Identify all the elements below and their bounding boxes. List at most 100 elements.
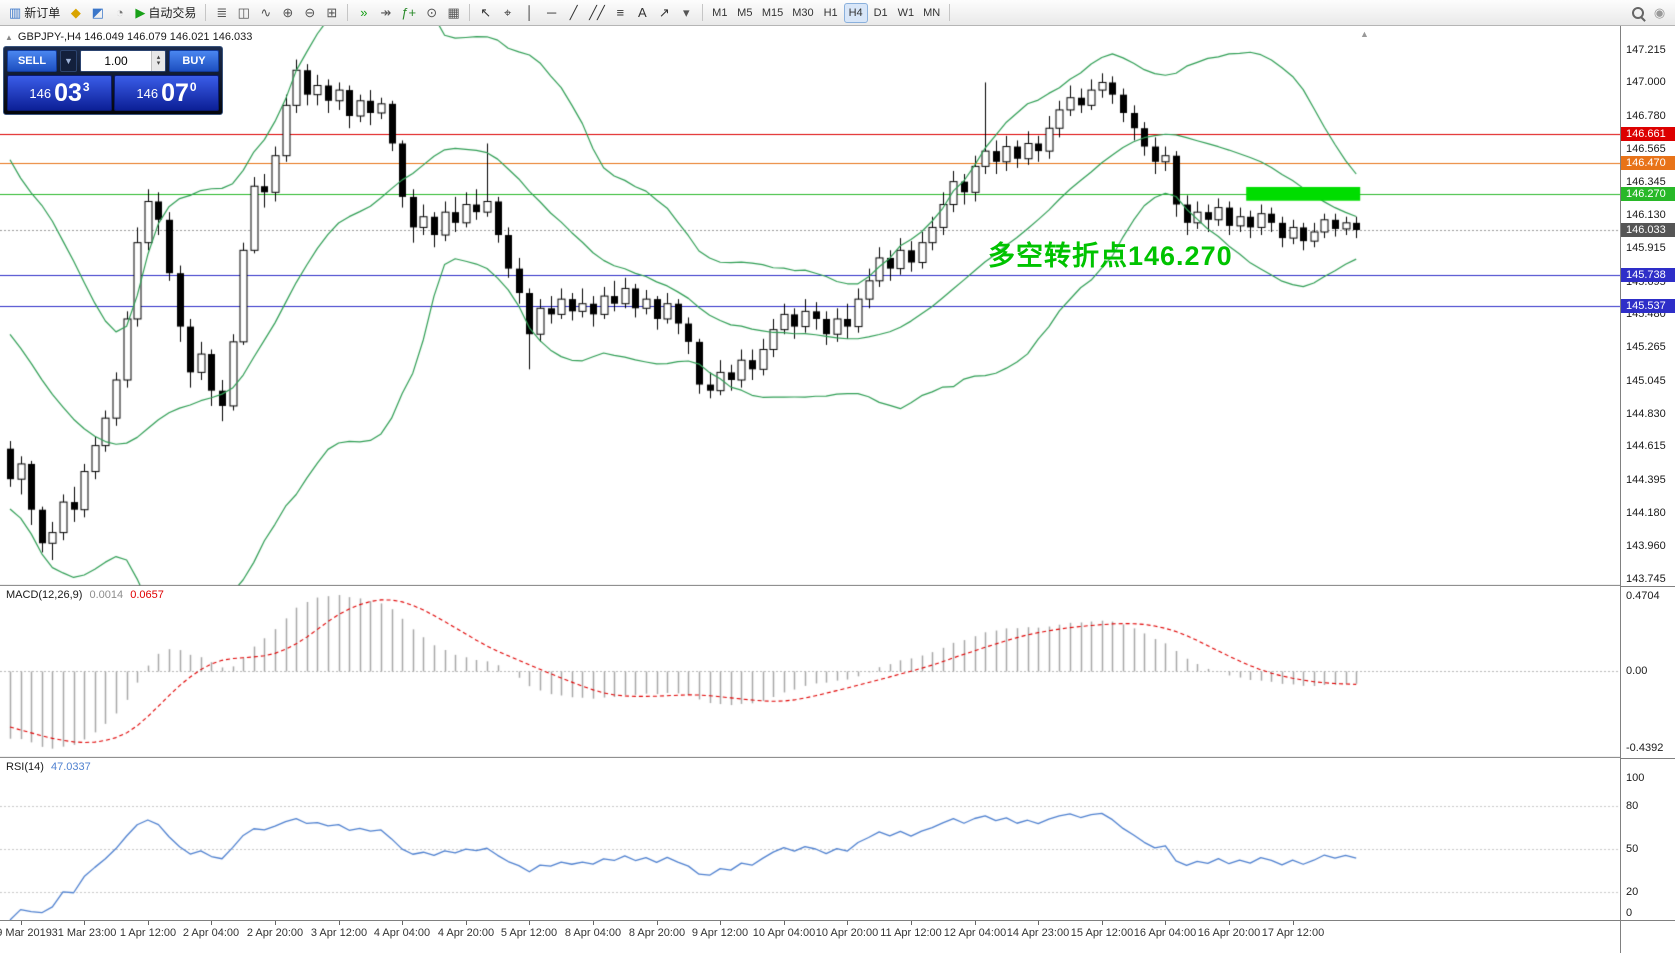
toolbar-separator	[701, 4, 703, 21]
main-chart-canvas[interactable]	[0, 26, 1620, 586]
time-label: 8 Apr 20:00	[628, 927, 686, 939]
time-tick	[784, 921, 785, 925]
horizontal-line-icon[interactable]: ─	[541, 3, 562, 23]
time-tick	[21, 921, 22, 925]
time-tick	[1165, 921, 1166, 925]
shapes-dropdown[interactable]: ▾	[676, 3, 697, 23]
time-label: 10 Apr 20:00	[815, 927, 879, 939]
arrows-tool-icon-glyph: ↗	[658, 5, 670, 20]
macd-canvas[interactable]	[0, 586, 1620, 758]
price-tick: 146.565	[1626, 142, 1666, 155]
price-tick: 146.345	[1626, 176, 1666, 189]
price-tick: 144.615	[1626, 440, 1666, 453]
macd-value-main: 0.0014	[89, 589, 124, 601]
community-icon[interactable]: ◉	[1649, 3, 1670, 23]
toolbar-separator	[949, 4, 951, 21]
trendline-icon[interactable]: ╱	[563, 3, 584, 23]
shapes-dropdown-glyph: ▾	[683, 5, 690, 20]
volume-dropdown[interactable]: ▼	[60, 50, 77, 72]
text-label-icon[interactable]: A	[632, 3, 653, 23]
zoom-out-icon[interactable]: ⊖	[299, 3, 320, 23]
time-label: 2 Apr 20:00	[246, 927, 304, 939]
tf-d1-button[interactable]: D1	[873, 6, 888, 19]
sell-price[interactable]: 146 03 3	[7, 75, 112, 111]
bar-chart-icon[interactable]: ≣	[211, 3, 232, 23]
spinner-down-icon[interactable]: ▾	[156, 60, 161, 67]
macd-panel: MACD(12,26,9) 0.0014 0.0657	[0, 586, 1620, 758]
price-tick: 145.265	[1626, 341, 1666, 354]
macd-tick-zero: 0.00	[1626, 664, 1648, 677]
tf-m5-button[interactable]: M5	[737, 6, 753, 19]
tile-windows-icon-glyph: ⊞	[326, 5, 338, 20]
line-chart-icon[interactable]: ∿	[255, 3, 276, 23]
macd-value-signal: 0.0657	[130, 589, 164, 601]
toolbar: ▥ 新订单 ◆ ◩ ◔ ▶ 自动交易 ≣ ◫ ∿ ⊕ ⊖ ⊞» ↠ ƒ+ ⊙ ▦ ↖ ⌖ │ ─ ╱ ╱╱ ≡ A ↗ ▾ M1 M5 M…	[0, 0, 1675, 26]
rsi-value: 47.0337	[50, 761, 91, 773]
price-line-tag: 146.661	[1621, 127, 1675, 142]
volume-input[interactable]	[81, 51, 151, 71]
autotrading-button[interactable]: ▶ 自动交易	[131, 3, 200, 23]
tf-h1-button[interactable]: H1	[823, 6, 838, 19]
new-order-button-label: 新订单	[24, 6, 61, 20]
zoom-in-icon[interactable]: ⊕	[277, 3, 298, 23]
price-tick: 143.960	[1626, 540, 1666, 553]
rsi-canvas[interactable]	[0, 758, 1620, 920]
periods-icon-glyph: ⊙	[426, 5, 438, 20]
tf-m1-button[interactable]: M1	[712, 6, 728, 19]
templates-icon[interactable]: ▦	[443, 3, 464, 23]
profiles-icon[interactable]: ◩	[87, 3, 108, 23]
chart-shift-icon[interactable]: ↠	[375, 3, 396, 23]
crosshair-icon[interactable]: ⌖	[497, 3, 518, 23]
price-scale[interactable]: 147.215 147.000 146.780 146.565 146.345 146.1…	[1620, 26, 1675, 953]
chart-workspace: ▲ GBPJPY-,H4 146.049 146.079 146.021 146…	[0, 26, 1675, 953]
macd-tick-min: -0.4392	[1626, 742, 1664, 754]
fibonacci-icon[interactable]: ≡	[610, 3, 631, 23]
candlestick-chart-icon[interactable]: ◫	[233, 3, 254, 23]
macd-title: MACD(12,26,9) 0.0014 0.0657	[6, 589, 168, 601]
buy-button[interactable]: BUY	[169, 50, 219, 72]
autotrading-button-glyph: ▶	[135, 5, 146, 20]
arrows-tool-icon[interactable]: ↗	[654, 3, 675, 23]
indicators-icon-glyph: ƒ+	[401, 5, 417, 20]
price-line-tag: 145.537	[1621, 298, 1675, 313]
tf-m30-button[interactable]: M30	[792, 6, 814, 19]
sell-button[interactable]: SELL	[7, 50, 57, 72]
channel-icon[interactable]: ╱╱	[585, 3, 609, 23]
buy-price-point: 0	[189, 80, 197, 94]
vertical-line-icon[interactable]: │	[519, 3, 540, 23]
time-label: 16 Apr 04:00	[1133, 927, 1197, 939]
sell-price-point: 3	[82, 80, 90, 94]
new-order-button[interactable]: ▥ 新订单	[5, 3, 64, 23]
tf-m15-button[interactable]: M15	[761, 6, 784, 19]
price-line-tag: 146.270	[1621, 186, 1675, 201]
indicators-icon[interactable]: ƒ+	[397, 3, 420, 23]
time-label: 9 Apr 12:00	[691, 927, 749, 939]
time-tick	[975, 921, 976, 925]
time-tick	[148, 921, 149, 925]
zoom-in-icon-glyph: ⊕	[282, 5, 294, 20]
time-tick	[529, 921, 530, 925]
time-tick	[339, 921, 340, 925]
tf-w1-button[interactable]: W1	[897, 6, 915, 19]
price-tick: 144.180	[1626, 506, 1666, 519]
spinner-up-icon[interactable]: ▴	[156, 54, 161, 61]
buy-price-pips: 07	[161, 78, 189, 107]
tile-windows-icon[interactable]: ⊞	[321, 3, 342, 23]
cursor-icon[interactable]: ↖	[475, 3, 496, 23]
bar-chart-icon-glyph: ≣	[216, 5, 228, 20]
metaeditor-icon[interactable]: ◆	[65, 3, 86, 23]
tf-h4-button[interactable]: H4	[843, 2, 868, 23]
auto-scroll-icon[interactable]: »	[353, 3, 374, 23]
panel-separator	[1621, 758, 1675, 759]
data-window-icon[interactable]: ◔	[109, 3, 130, 23]
time-tick	[593, 921, 594, 925]
search-icon[interactable]	[1627, 3, 1648, 23]
panel-collapse-icon[interactable]: ▲	[5, 32, 13, 42]
price-tick: 144.830	[1626, 407, 1666, 420]
rsi-tick: 0	[1626, 907, 1633, 919]
tf-mn-button[interactable]: MN	[923, 6, 941, 19]
periods-icon[interactable]: ⊙	[421, 3, 442, 23]
buy-price[interactable]: 146 07 0	[114, 75, 219, 111]
chart-shift-marker[interactable]: ▲	[1360, 29, 1369, 39]
